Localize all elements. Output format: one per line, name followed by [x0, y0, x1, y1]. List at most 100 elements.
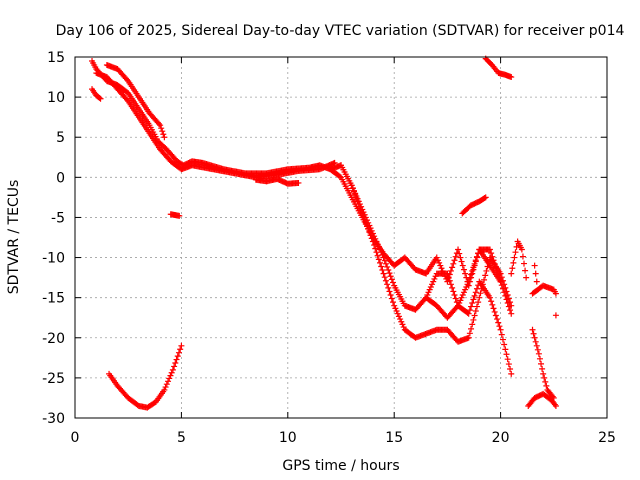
data-point: [492, 312, 499, 319]
data-point: [380, 270, 387, 277]
data-point: [535, 350, 542, 357]
data-point: [552, 312, 559, 319]
data-point: [352, 191, 359, 198]
data-point: [390, 279, 397, 286]
data-point: [465, 334, 472, 341]
data-point: [490, 257, 497, 264]
data-point: [498, 282, 505, 289]
data-point: [540, 370, 547, 377]
data-point: [365, 226, 372, 233]
data-point: [486, 246, 493, 253]
data-point: [523, 274, 530, 281]
data-point: [429, 281, 436, 288]
data-point: [360, 213, 367, 220]
data-point: [366, 229, 373, 236]
data-point: [397, 316, 404, 323]
data-point: [457, 254, 464, 261]
x-tick-label: 25: [598, 430, 616, 446]
data-point: [447, 267, 454, 274]
data-point: [124, 76, 131, 83]
data-point: [390, 299, 397, 306]
data-point: [456, 250, 463, 257]
data-point: [387, 291, 394, 298]
data-point: [398, 318, 405, 325]
data-point: [459, 291, 466, 298]
data-point: [497, 326, 504, 333]
data-point: [499, 285, 506, 292]
data-point: [472, 289, 479, 296]
data-point: [427, 283, 434, 290]
data-point: [492, 264, 499, 271]
x-tick-label: 20: [492, 430, 510, 446]
data-point: [466, 275, 473, 282]
series-track-m: [508, 238, 530, 281]
data-point: [471, 260, 478, 267]
data-point: [502, 346, 509, 353]
data-point: [458, 258, 465, 265]
series-track-f: [167, 211, 183, 219]
data-point: [446, 277, 453, 284]
data-point: [451, 291, 458, 298]
data-point: [174, 353, 181, 360]
data-point: [450, 260, 457, 267]
x-tick-label: 10: [279, 430, 297, 446]
data-point: [381, 274, 388, 281]
series-track-n: [529, 282, 559, 297]
data-point: [394, 310, 401, 317]
data-point: [482, 194, 489, 201]
data-point: [495, 271, 502, 278]
data-point: [496, 323, 503, 330]
data-point: [479, 281, 486, 288]
data-point: [395, 313, 402, 320]
data-point: [533, 278, 540, 285]
data-point: [349, 185, 356, 192]
series-track-q: [531, 262, 540, 285]
data-point: [381, 257, 388, 264]
series-track-h: [327, 166, 504, 289]
series-track-i: [338, 162, 515, 377]
data-point: [508, 310, 515, 317]
data-point: [97, 95, 104, 102]
data-point: [382, 277, 389, 284]
data-point: [354, 197, 361, 204]
data-point: [509, 265, 516, 272]
data-point: [466, 307, 473, 314]
data-point: [541, 374, 548, 381]
data-point: [377, 259, 384, 266]
data-point: [457, 297, 464, 304]
data-point: [481, 195, 488, 202]
data-point: [513, 243, 520, 250]
data-point: [504, 300, 511, 307]
series-track-c: [89, 86, 104, 102]
data-point: [387, 273, 394, 280]
data-point: [542, 378, 549, 385]
data-point: [505, 303, 512, 310]
data-point: [459, 262, 466, 269]
y-tick-label: -30: [42, 411, 65, 427]
data-point: [507, 307, 514, 314]
data-point: [425, 289, 432, 296]
data-point: [507, 365, 514, 372]
data-point: [167, 372, 174, 379]
data-point: [469, 300, 476, 307]
data-point: [393, 308, 400, 315]
y-axis-label: SDTVAR / TECUs: [6, 180, 22, 295]
data-point: [498, 331, 505, 338]
data-point: [519, 253, 526, 260]
data-point: [175, 349, 182, 356]
data-point: [486, 294, 493, 301]
data-point: [336, 173, 343, 180]
data-point: [536, 355, 543, 362]
data-point: [508, 74, 515, 81]
data-point: [399, 321, 406, 328]
data-point: [511, 254, 518, 261]
data-point: [470, 316, 477, 323]
y-tick-labels: -30 -25 -20 -15 -10 -5 0 5 10 15: [42, 50, 65, 427]
data-point: [499, 336, 506, 343]
data-point: [359, 210, 366, 217]
x-tick-label: 15: [385, 430, 403, 446]
data-point: [379, 251, 386, 258]
data-point: [379, 267, 386, 274]
data-point: [375, 256, 382, 263]
